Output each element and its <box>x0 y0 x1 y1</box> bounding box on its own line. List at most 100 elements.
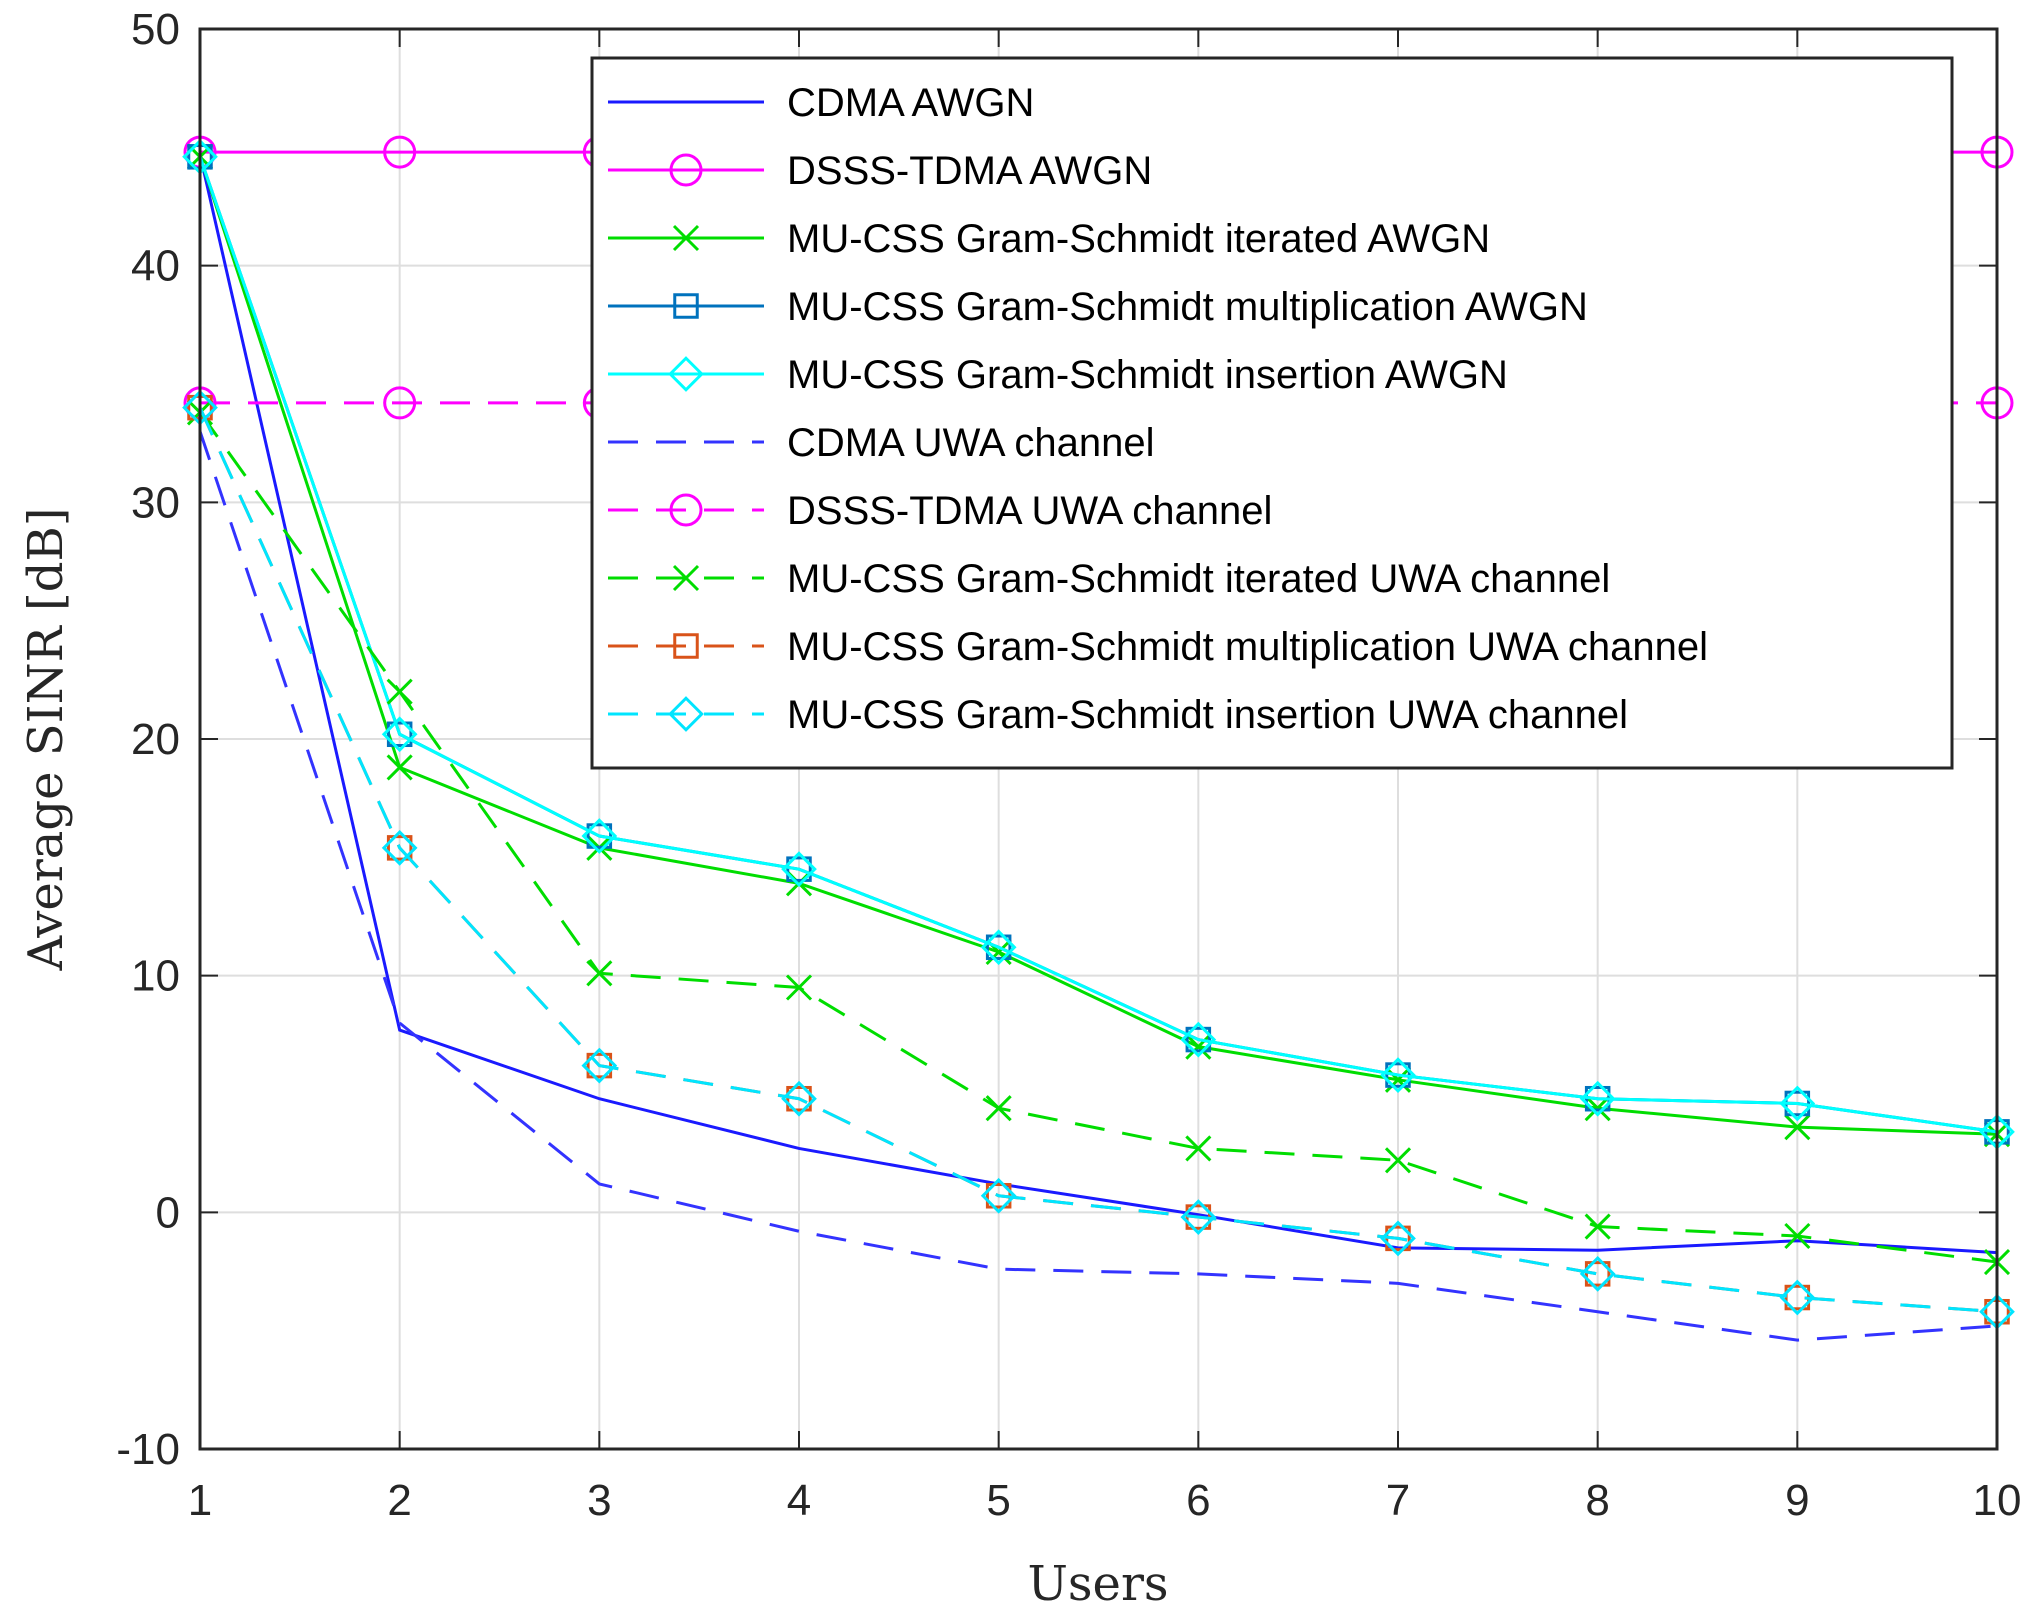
legend-entry: CDMA AWGN <box>608 81 1034 125</box>
legend-swatch-marker <box>672 224 700 252</box>
x-tick-label: 5 <box>986 1476 1010 1525</box>
data-point-marker <box>1180 1199 1217 1235</box>
legend-entry: DSSS-TDMA AWGN <box>608 149 1152 193</box>
legend-swatch-marker-stroke <box>672 224 700 252</box>
legend-entry: MU-CSS Gram-Schmidt multiplication AWGN <box>608 285 1588 329</box>
data-point-marker <box>985 934 1012 961</box>
data-point-marker-stroke <box>586 960 613 987</box>
y-tick-label: 40 <box>131 242 180 291</box>
data-point-marker <box>781 1080 817 1117</box>
y-tick-label: 20 <box>131 715 180 764</box>
y-tick-label: -10 <box>116 1425 180 1474</box>
series-line <box>198 156 1998 1134</box>
data-point-marker <box>1185 1135 1212 1162</box>
data-point-marker <box>1584 1213 1611 1240</box>
tick-labels: 1 2 3 4 5 6 7 8 9 10 -10 0 10 20 30 40 50 <box>116 5 2021 1525</box>
data-point-marker <box>1579 1080 1616 1117</box>
x-tick-label: 10 <box>1973 1476 2022 1525</box>
series-cdma-uwa-channel <box>198 430 1998 1342</box>
legend-box <box>590 56 1954 770</box>
data-point-marker <box>1384 1147 1412 1174</box>
data-point-marker <box>386 721 413 748</box>
axis-ticks <box>199 28 1998 1450</box>
data-point-marker <box>386 754 413 781</box>
y-tick-label: 30 <box>131 478 180 527</box>
data-point-marker-stroke <box>1784 1222 1811 1250</box>
x-tick-label: 4 <box>787 1476 811 1525</box>
data-point-marker <box>386 835 413 861</box>
data-point-marker <box>980 1177 1017 1214</box>
legend-entry: MU-CSS Gram-Schmidt insertion UWA channe… <box>608 693 1628 737</box>
legend-swatch-marker <box>669 493 703 527</box>
data-point-marker <box>586 1052 613 1079</box>
data-point-marker <box>1185 1033 1212 1060</box>
y-tick-label: 0 <box>156 1188 180 1237</box>
data-point-marker-stroke <box>386 754 413 781</box>
legend-entry: MU-CSS Gram-Schmidt insertion AWGN <box>608 353 1508 397</box>
x-tick-label: 7 <box>1386 1476 1410 1525</box>
series-line <box>198 156 1998 1136</box>
data-point-marker <box>786 856 812 882</box>
data-point-marker <box>381 829 418 866</box>
legend-swatch-marker <box>673 293 699 319</box>
data-point-marker <box>1779 1085 1816 1122</box>
y-axis-label: Average SINR [dB] <box>18 508 74 972</box>
data-point-marker <box>1784 1222 1811 1250</box>
legend-entry: MU-CSS Gram-Schmidt iterated AWGN <box>608 217 1490 261</box>
x-tick-label: 3 <box>587 1476 611 1525</box>
data-point-marker-stroke <box>985 1095 1012 1122</box>
x-tick-label: 8 <box>1585 1476 1609 1525</box>
data-point-marker-stroke <box>1185 1033 1212 1060</box>
x-tick-label: 2 <box>387 1476 411 1525</box>
legend-swatch-marker <box>668 696 704 732</box>
data-point-marker <box>1180 1021 1217 1058</box>
legend-label: DSSS-TDMA AWGN <box>787 149 1152 193</box>
x-axis-label: Users <box>1027 1556 1168 1612</box>
series-mu-css-gram-schmidt-insertion-awgn <box>182 138 2015 1150</box>
data-point-marker <box>985 1095 1012 1122</box>
data-point-marker <box>381 716 418 753</box>
data-point-marker <box>786 1085 812 1112</box>
legend-label: MU-CSS Gram-Schmidt iterated AWGN <box>787 217 1490 261</box>
legend-label: CDMA UWA channel <box>787 421 1155 465</box>
data-point-marker <box>1779 1279 1816 1316</box>
series-line <box>198 154 1998 1255</box>
legend-label: MU-CSS Gram-Schmidt insertion UWA channe… <box>787 693 1628 737</box>
legend-swatch-marker <box>672 564 700 592</box>
series-line <box>198 411 1998 1264</box>
legend-label: MU-CSS Gram-Schmidt multiplication AWGN <box>787 285 1588 329</box>
legend-swatch-marker-stroke <box>672 564 700 592</box>
legend-entry: DSSS-TDMA UWA channel <box>608 489 1272 533</box>
data-point-marker <box>383 386 417 420</box>
data-point-marker <box>386 678 413 705</box>
data-point-marker-stroke <box>785 974 813 1001</box>
legend-label: MU-CSS Gram-Schmidt iterated UWA channel <box>787 557 1610 601</box>
data-point-marker <box>586 960 613 987</box>
data-point-marker-stroke <box>1185 1135 1212 1162</box>
legend-swatch-marker <box>669 153 703 187</box>
y-tick-label: 50 <box>131 5 180 54</box>
data-point-marker <box>1784 1114 1811 1141</box>
data-point-marker <box>1584 1261 1611 1287</box>
legend-swatch-marker <box>668 356 704 392</box>
legend-entry: MU-CSS Gram-Schmidt iterated UWA channel <box>608 557 1610 601</box>
data-point-marker-stroke <box>1784 1114 1811 1141</box>
data-point-marker <box>586 823 613 849</box>
legend-label: CDMA AWGN <box>787 81 1034 125</box>
data-point-marker-stroke <box>386 678 413 705</box>
data-point-marker <box>581 818 618 854</box>
series-line <box>198 430 1998 1342</box>
data-point-marker <box>1380 1057 1416 1093</box>
data-point-marker <box>1185 1026 1212 1053</box>
series-line <box>198 407 1998 1314</box>
y-tick-label: 10 <box>131 952 180 1001</box>
x-tick-label: 1 <box>188 1476 212 1525</box>
data-point-marker <box>785 974 813 1001</box>
data-point-marker <box>1579 1255 1616 1292</box>
legend-swatch-marker <box>673 633 699 659</box>
x-tick-label: 6 <box>1186 1476 1210 1525</box>
data-point-marker <box>581 1047 618 1084</box>
data-point-marker <box>383 135 417 169</box>
legend-label: MU-CSS Gram-Schmidt multiplication UWA c… <box>787 625 1708 669</box>
